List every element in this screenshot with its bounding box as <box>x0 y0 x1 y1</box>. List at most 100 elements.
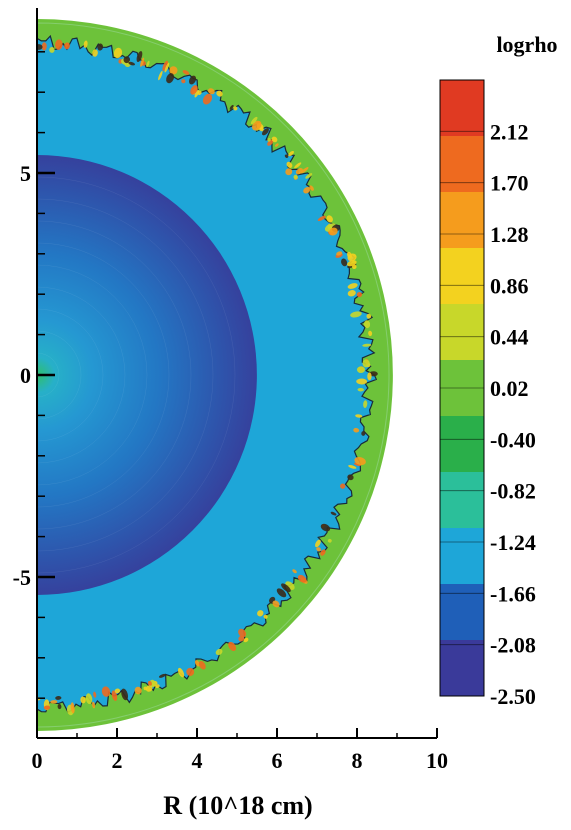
clump <box>49 46 55 53</box>
clump <box>238 628 247 638</box>
bubble-ring <box>37 352 60 398</box>
bubble-ring <box>37 330 82 420</box>
clump <box>317 215 326 222</box>
clump <box>177 667 185 678</box>
colorbar-label: -2.08 <box>490 633 536 658</box>
clump <box>207 88 215 95</box>
clump <box>41 42 47 51</box>
clump <box>215 648 223 656</box>
clump <box>43 705 51 710</box>
clump <box>262 128 269 136</box>
clump <box>341 258 348 267</box>
clump <box>303 187 311 194</box>
colorbar-label: 0.44 <box>490 325 529 350</box>
clump <box>294 162 302 169</box>
colorbar-label: 1.70 <box>490 171 529 196</box>
clump <box>305 173 313 179</box>
clump <box>354 456 366 466</box>
clump <box>355 414 363 418</box>
clump <box>362 359 370 368</box>
clump <box>347 290 356 297</box>
clump <box>368 330 373 337</box>
clump <box>145 685 153 692</box>
clump <box>284 154 289 158</box>
clump <box>164 62 170 73</box>
clump <box>64 42 70 50</box>
clump <box>238 635 245 642</box>
clump <box>286 161 293 168</box>
x-tick-label: 2 <box>112 748 123 773</box>
clump <box>216 90 223 97</box>
axes: 0 2 4 6 8 10 5 0 -5 R (10^18 cm) <box>13 8 448 820</box>
clump <box>366 313 372 319</box>
clump <box>320 549 326 556</box>
clump <box>194 660 200 667</box>
clump <box>182 70 190 75</box>
bubble-ring <box>37 198 214 552</box>
colorbar-label: 1.28 <box>490 222 529 247</box>
clump <box>293 174 298 179</box>
colorbar-title: logrho <box>496 32 557 57</box>
clump <box>347 283 358 289</box>
clump <box>97 43 104 51</box>
clump <box>85 693 93 705</box>
bubble-ring <box>37 242 170 508</box>
y-tick-label: 5 <box>20 161 31 186</box>
clump <box>55 696 62 700</box>
clump <box>292 569 297 574</box>
clump <box>362 343 372 347</box>
colorbar: logrho 2.12 1.70 1.28 0.86 0.44 0.02 -0.40 -0.8… <box>439 32 558 709</box>
clump <box>121 688 129 701</box>
clump <box>361 431 366 436</box>
clump <box>316 547 322 552</box>
clump <box>320 523 331 532</box>
clump <box>288 150 295 157</box>
clump <box>347 474 354 481</box>
clump <box>181 79 186 84</box>
colorbar-dividers <box>440 130 484 697</box>
colorbar-label: -0.40 <box>490 427 536 452</box>
clump <box>158 673 166 678</box>
colorbar-label: 0.02 <box>490 376 529 401</box>
y-ticks: 5 0 -5 <box>13 51 55 699</box>
clump <box>101 686 111 697</box>
bubble-ring <box>37 176 236 574</box>
clump <box>243 637 249 643</box>
clump <box>364 320 371 329</box>
clump <box>198 661 206 670</box>
clump <box>155 684 160 689</box>
clump <box>197 90 202 95</box>
clump <box>158 70 163 81</box>
clump <box>146 60 150 68</box>
clump <box>347 251 352 259</box>
clump <box>348 465 357 469</box>
y-tick-label: 0 <box>20 363 31 388</box>
colorbar-label: -1.66 <box>490 581 536 606</box>
instability-clumps <box>37 39 378 716</box>
clump <box>188 75 197 85</box>
clump <box>92 701 96 709</box>
clump <box>350 311 362 318</box>
clump <box>93 691 97 698</box>
clump <box>92 49 98 57</box>
bubble-ring <box>37 220 192 530</box>
clump <box>140 57 145 67</box>
clump <box>357 387 365 392</box>
clump <box>267 138 271 142</box>
clump <box>252 120 262 131</box>
clump <box>166 73 175 84</box>
clump <box>315 539 321 548</box>
clump <box>113 47 123 59</box>
x-tick-label: 0 <box>32 748 43 773</box>
colorbar-label: 0.86 <box>490 273 529 298</box>
clump <box>128 61 136 66</box>
clump <box>367 372 372 381</box>
clump <box>257 610 264 617</box>
clump <box>186 667 195 676</box>
clump <box>297 574 307 583</box>
clump <box>330 511 337 516</box>
clump <box>309 185 314 191</box>
colorbar-label: -0.82 <box>490 479 536 504</box>
x-ticks: 0 2 4 6 8 10 <box>32 728 448 773</box>
